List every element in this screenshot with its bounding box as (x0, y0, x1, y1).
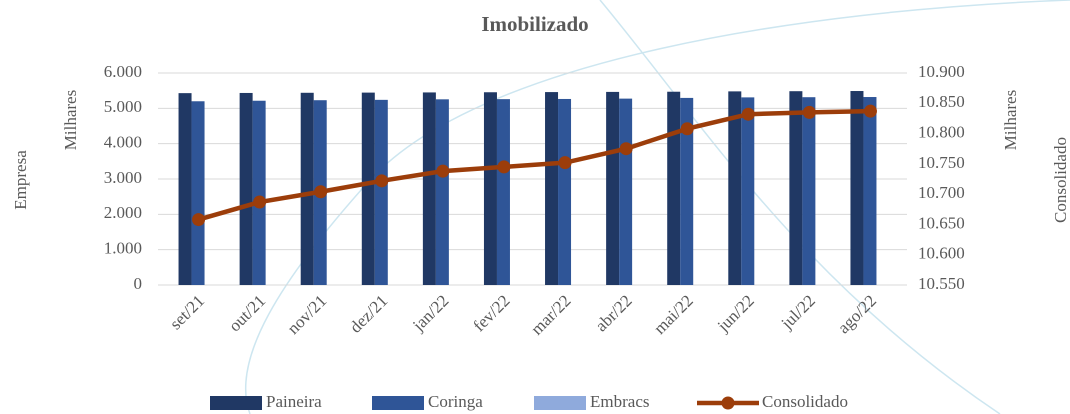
line-marker (497, 160, 511, 174)
bar (435, 99, 449, 285)
legend-swatch (210, 396, 262, 410)
line-marker (314, 185, 328, 199)
line-marker (192, 213, 206, 227)
legend-swatch (372, 396, 424, 410)
x-tick-label: mai/22 (650, 291, 697, 338)
chart-title: Imobilizado (481, 12, 588, 36)
line-marker (863, 104, 877, 118)
y-axis-unit: Milhares (61, 90, 80, 150)
y2-tick-label: 10.900 (918, 62, 965, 81)
y-tick-label: 0 (134, 274, 143, 293)
bar (850, 91, 864, 286)
line-marker (802, 105, 816, 119)
legend-label: Paineira (266, 392, 322, 411)
bar (545, 92, 559, 285)
bar (789, 91, 803, 286)
bar (802, 97, 816, 285)
bar (680, 97, 694, 285)
y2-tick-label: 10.650 (918, 213, 965, 232)
bar (374, 99, 388, 285)
line (197, 108, 871, 222)
line-marker (680, 122, 694, 136)
x-tick-label: set/21 (166, 291, 208, 333)
bar (558, 98, 572, 285)
line-marker (741, 107, 755, 121)
bar (361, 92, 375, 285)
y-tick-label: 2.000 (104, 203, 142, 222)
y-tick-label: 6.000 (104, 62, 142, 81)
bar (741, 97, 755, 285)
legend-marker (721, 396, 735, 410)
bar (496, 99, 510, 285)
bar (619, 98, 633, 285)
y2-tick-label: 10.850 (918, 92, 965, 111)
x-tick-label: out/21 (225, 291, 269, 335)
y-tick-label: 1.000 (104, 239, 142, 258)
y2-tick-label: 10.700 (918, 183, 965, 202)
x-tick-label: dez/21 (346, 291, 391, 336)
bar (483, 92, 497, 285)
y-tick-label: 3.000 (104, 168, 142, 187)
bar (239, 92, 253, 285)
legend-swatch (534, 396, 586, 410)
legend-label: Consolidado (762, 392, 848, 411)
line-marker (375, 174, 389, 188)
bar (300, 92, 314, 285)
x-tick-label: abr/22 (592, 291, 636, 335)
y2-tick-label: 10.800 (918, 122, 965, 141)
x-tick-label: jan/22 (408, 291, 452, 335)
x-tick-label: jun/22 (713, 291, 758, 336)
y-tick-label: 4.000 (104, 133, 142, 152)
bar (422, 92, 436, 285)
y2-axis-unit: Milhares (1001, 90, 1020, 150)
legend-label: Coringa (428, 392, 483, 411)
line-marker (253, 195, 267, 209)
line-marker (436, 164, 450, 178)
bar (191, 101, 205, 286)
y2-tick-label: 10.750 (918, 153, 965, 172)
bar (178, 93, 192, 285)
x-tick-label: fev/22 (469, 291, 513, 335)
y2-tick-label: 10.600 (918, 244, 965, 263)
bar (863, 97, 877, 285)
legend-label: Embracs (590, 392, 649, 411)
bar (667, 91, 681, 285)
line-marker (558, 156, 572, 170)
y2-axis-title: Consolidado (1051, 137, 1070, 223)
y-tick-label: 5.000 (104, 97, 142, 116)
y2-tick-label: 10.550 (918, 274, 965, 293)
line-marker (619, 142, 633, 156)
bar (252, 100, 266, 285)
x-tick-label: nov/21 (283, 291, 330, 338)
x-tick-label: jul/22 (777, 291, 819, 333)
x-tick-label: mar/22 (527, 291, 574, 338)
bar (728, 91, 742, 285)
bar (606, 91, 620, 285)
y-axis-title: Empresa (11, 150, 30, 210)
